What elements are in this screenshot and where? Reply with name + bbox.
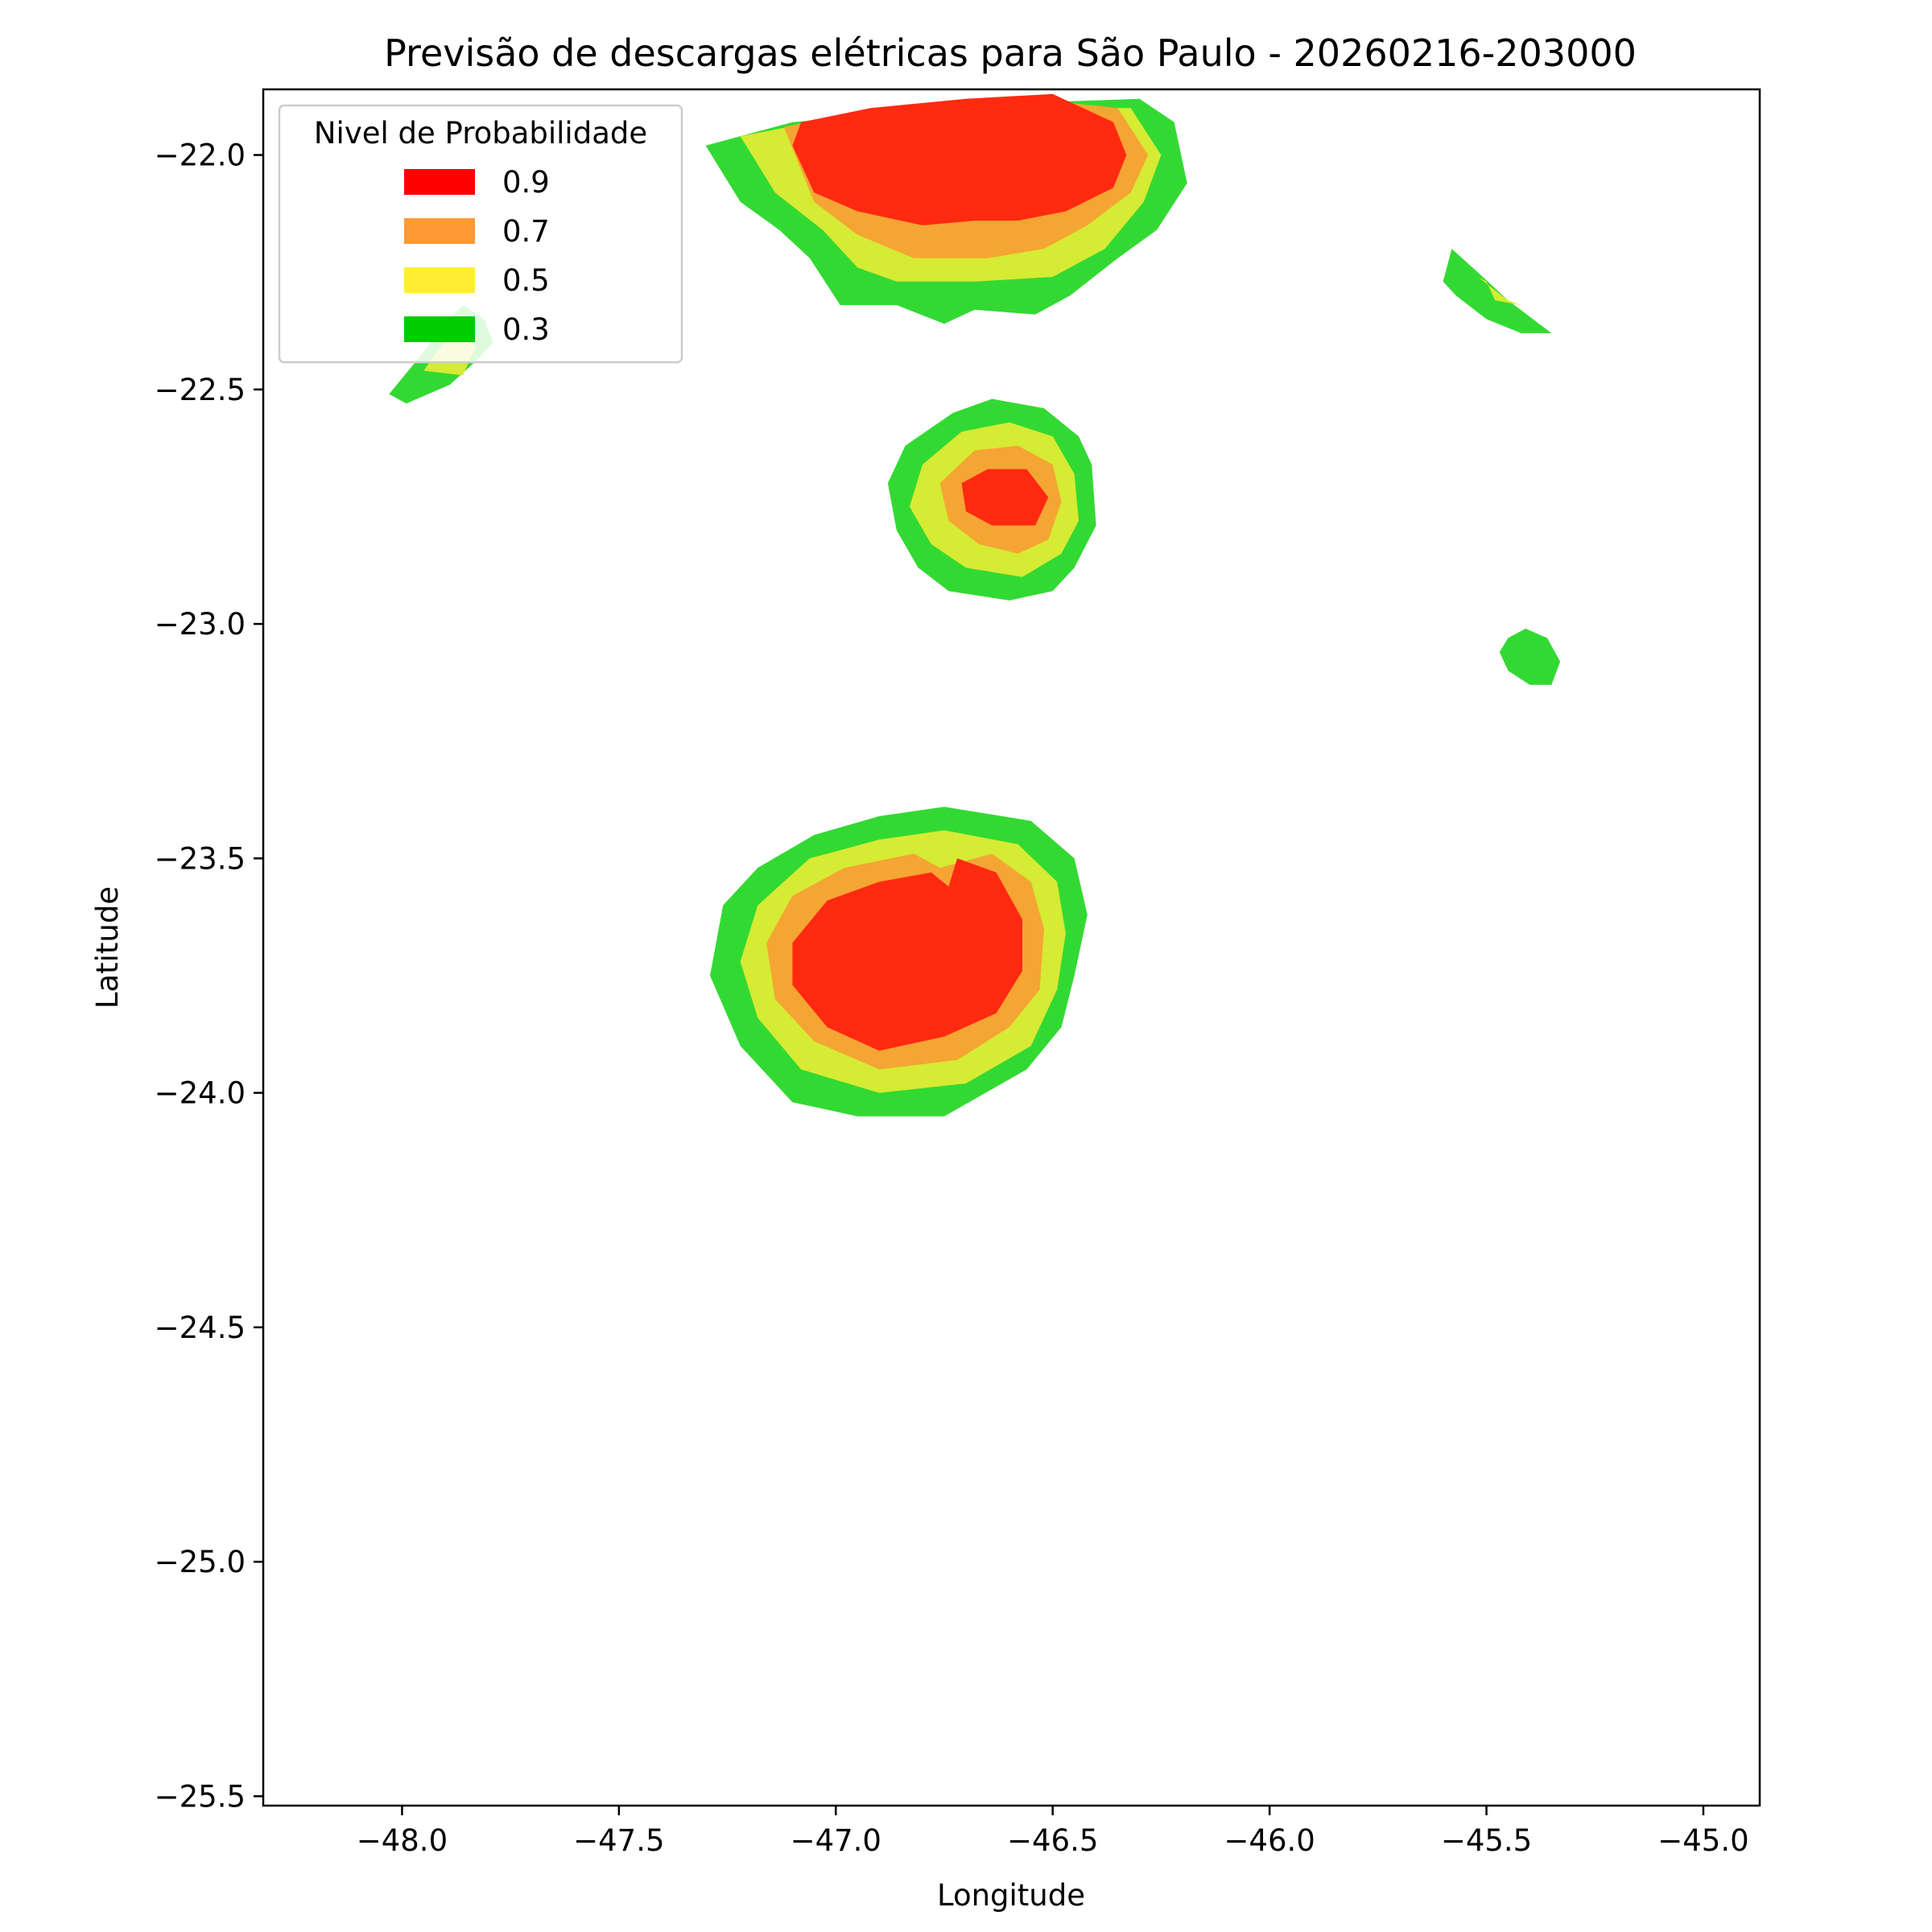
legend-swatch-05 bbox=[404, 267, 475, 293]
legend-box bbox=[278, 104, 683, 364]
y-tick-label: −23.0 bbox=[155, 607, 246, 642]
legend-label-05: 0.5 bbox=[502, 263, 550, 298]
y-tick-label: −24.0 bbox=[155, 1076, 246, 1111]
legend-swatch-09 bbox=[404, 169, 475, 195]
y-axis-label: Latitude bbox=[90, 886, 125, 1009]
chart-title: Previsão de descargas elétricas para São… bbox=[384, 31, 1637, 75]
legend-label-03: 0.3 bbox=[502, 312, 550, 347]
contour-region-09-16 bbox=[792, 858, 1022, 1051]
x-axis-label: Longitude bbox=[937, 1878, 1085, 1913]
contour-region-09-3 bbox=[792, 93, 1127, 225]
y-axis: −22.0 −22.5 −23.0 −23.5 −24.0 −24.5 −25.0 −25.5 bbox=[155, 138, 263, 1814]
x-tick-label: −48.0 bbox=[357, 1823, 448, 1858]
legend: Nivel de Probabilidade 0.9 0.7 0.5 0.3 bbox=[278, 104, 683, 364]
x-tick-label: −45.0 bbox=[1657, 1823, 1748, 1858]
contour-region-03-6 bbox=[1443, 249, 1552, 333]
y-tick-label: −22.0 bbox=[155, 138, 246, 173]
x-tick-label: −47.0 bbox=[791, 1823, 881, 1858]
x-tick-label: −47.5 bbox=[573, 1823, 664, 1858]
contour-region-05-7 bbox=[1477, 277, 1521, 305]
x-tick-label: −46.5 bbox=[1007, 1823, 1098, 1858]
x-tick-label: −45.5 bbox=[1441, 1823, 1532, 1858]
y-tick-label: −24.5 bbox=[155, 1311, 246, 1345]
y-tick-label: −25.0 bbox=[155, 1545, 246, 1579]
legend-label-09: 0.9 bbox=[502, 165, 550, 200]
plot-frame bbox=[262, 88, 1761, 1807]
contour-regions bbox=[389, 93, 1561, 1117]
legend-swatch-03 bbox=[404, 316, 475, 342]
legend-swatch-07 bbox=[404, 218, 475, 244]
contour-region-03-8 bbox=[1499, 628, 1561, 685]
contour-region-09-12 bbox=[961, 469, 1049, 526]
y-tick-label: −22.5 bbox=[155, 373, 246, 407]
legend-title: Nivel de Probabilidade bbox=[314, 116, 647, 151]
y-tick-label: −23.5 bbox=[155, 841, 246, 876]
legend-label-07: 0.7 bbox=[502, 214, 550, 249]
x-axis: −48.0 −47.5 −47.0 −46.5 −46.0 −45.5 −45.0 bbox=[357, 1806, 1749, 1858]
x-tick-label: −46.0 bbox=[1224, 1823, 1315, 1858]
y-tick-label: −25.5 bbox=[155, 1779, 246, 1814]
